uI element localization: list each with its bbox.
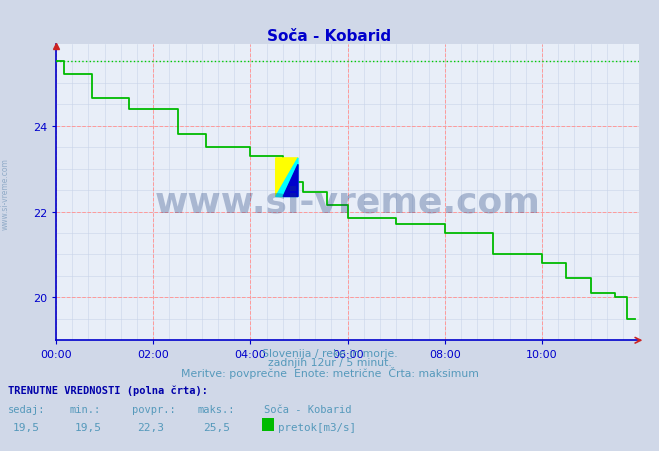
Text: Soča - Kobarid: Soča - Kobarid: [264, 404, 351, 414]
Polygon shape: [275, 159, 298, 197]
Text: 25,5: 25,5: [203, 422, 230, 432]
Text: povpr.:: povpr.:: [132, 404, 175, 414]
Text: Slovenija / reke in morje.: Slovenija / reke in morje.: [262, 348, 397, 358]
Polygon shape: [275, 159, 298, 197]
Text: Meritve: povprečne  Enote: metrične  Črta: maksimum: Meritve: povprečne Enote: metrične Črta:…: [181, 366, 478, 378]
Text: www.si-vreme.com: www.si-vreme.com: [1, 158, 10, 230]
Text: 22,3: 22,3: [137, 422, 164, 432]
Text: min.:: min.:: [69, 404, 100, 414]
Text: pretok[m3/s]: pretok[m3/s]: [278, 422, 356, 432]
Polygon shape: [283, 165, 298, 197]
Text: Soča - Kobarid: Soča - Kobarid: [268, 29, 391, 44]
Text: 19,5: 19,5: [13, 422, 40, 432]
Text: zadnjih 12ur / 5 minut.: zadnjih 12ur / 5 minut.: [268, 357, 391, 367]
Text: sedaj:: sedaj:: [8, 404, 45, 414]
Text: www.si-vreme.com: www.si-vreme.com: [155, 185, 540, 219]
Text: maks.:: maks.:: [198, 404, 235, 414]
Text: TRENUTNE VREDNOSTI (polna črta):: TRENUTNE VREDNOSTI (polna črta):: [8, 384, 208, 395]
Text: 19,5: 19,5: [74, 422, 101, 432]
